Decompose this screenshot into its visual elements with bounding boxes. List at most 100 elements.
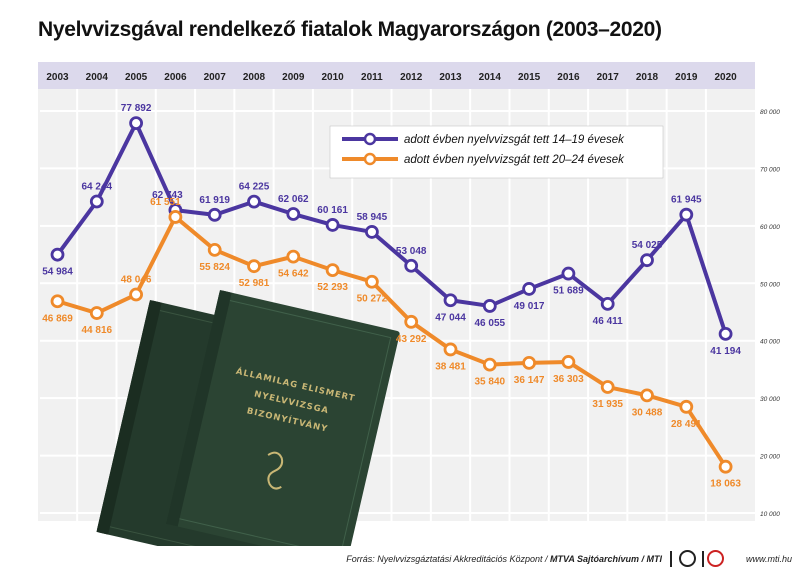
legend-entry: adott évben nyelvvizsgát tett 20–24 éves… (404, 154, 625, 166)
data-label: 46 869 (42, 313, 73, 324)
x-tick-label: 2008 (243, 72, 266, 83)
data-point (168, 210, 183, 224)
y-tick-label: 50 000 (760, 281, 780, 288)
x-axis-year-labels: 2003 2004 2005 2006 2007 2008 2009 2010 2011 2012… (46, 72, 737, 83)
x-tick-label: 2013 (439, 72, 462, 83)
data-point (364, 225, 379, 239)
x-tick-label: 2004 (86, 72, 109, 83)
mtva-logo-icon (679, 550, 696, 567)
data-label: 77 892 (121, 103, 152, 114)
data-label: 48 046 (121, 275, 152, 286)
data-point (325, 263, 340, 278)
data-label: 64 225 (239, 182, 270, 193)
data-label: 36 303 (553, 374, 584, 385)
data-label: 58 945 (357, 212, 388, 223)
book-front: ÁLLAMILAG ELISMERT NYELVVIZSGA BIZONYÍTV… (166, 290, 400, 546)
data-label: 38 481 (435, 361, 466, 372)
data-label: 61 919 (199, 195, 230, 206)
x-tick-label: 2010 (321, 72, 344, 83)
data-label: 55 824 (199, 262, 230, 273)
data-point (600, 380, 615, 394)
data-label: 61 945 (671, 195, 702, 206)
x-tick-label: 2005 (125, 72, 148, 83)
x-tick-label: 2006 (164, 72, 187, 83)
data-point (286, 207, 301, 221)
data-point (207, 207, 222, 222)
x-tick-label: 2007 (204, 72, 227, 83)
data-label: 64 244 (82, 181, 113, 192)
data-point (207, 242, 222, 257)
data-point (522, 282, 536, 296)
data-point (129, 287, 144, 302)
data-point (640, 253, 654, 268)
y-tick-label: 70 000 (760, 166, 780, 173)
separator (702, 551, 704, 567)
series-line (55, 121, 728, 335)
data-label: 54 642 (278, 269, 309, 280)
data-label: 51 689 (553, 286, 584, 297)
data-label: 61 551 (150, 197, 181, 208)
x-tick-label: 2009 (282, 72, 305, 83)
data-point (443, 342, 458, 357)
data-label: 49 017 (514, 301, 545, 312)
x-tick-label: 2015 (518, 72, 541, 83)
data-point (561, 266, 576, 281)
data-point (364, 274, 379, 289)
data-point (718, 459, 733, 474)
data-point (89, 194, 104, 209)
data-point (561, 355, 576, 369)
y-tick-label: 30 000 (760, 396, 780, 403)
data-point (129, 116, 144, 131)
data-point (600, 296, 615, 311)
x-tick-label: 2019 (675, 72, 698, 83)
data-label: 54 025 (632, 240, 663, 251)
series-1: 54 984 64 244 77 892 62 743 61 919 64 225 62 0… (42, 103, 741, 357)
x-tick-label: 2014 (479, 72, 502, 83)
chart-title: Nyelvvizsgával rendelkező fiatalok Magya… (38, 18, 662, 41)
x-tick-label: 2016 (557, 72, 580, 83)
source-credit: Forrás: Nyelvvizsgáztatási Akkreditációs… (346, 554, 662, 564)
legend-swatch-marker (363, 132, 377, 146)
x-tick-label: 2011 (361, 72, 383, 83)
legend-entry: adott évben nyelvvizsgát tett 14–19 éves… (404, 134, 625, 146)
data-label: 60 161 (317, 205, 348, 216)
data-label: 31 935 (592, 399, 623, 410)
x-tick-label: 2020 (714, 72, 737, 83)
data-label: 28 491 (671, 419, 702, 430)
data-point (325, 218, 340, 232)
footer: Forrás: Nyelvvizsgáztatási Akkreditációs… (0, 546, 800, 572)
data-label: 52 293 (317, 282, 348, 293)
data-label: 44 816 (82, 325, 113, 336)
certificate-books-illustration: ÁLLAMILAG ELISMERT NYELVVIZSGA BIZONYÍTV… (96, 290, 400, 546)
x-tick-label: 2017 (597, 72, 620, 83)
data-label: 43 292 (396, 334, 427, 345)
data-point (404, 314, 419, 329)
mti-logo-icon (707, 550, 724, 567)
data-point (679, 207, 694, 222)
legend-swatch-marker (363, 152, 377, 166)
data-label: 54 984 (42, 267, 73, 278)
data-point (50, 247, 65, 262)
legend-box (329, 125, 664, 179)
data-label: 53 048 (396, 246, 427, 257)
data-label: 52 981 (239, 278, 270, 289)
year-header-bar (38, 62, 755, 89)
data-point (718, 326, 733, 341)
y-tick-label: 20 000 (759, 454, 780, 461)
data-label: 41 194 (710, 346, 741, 357)
series-2: 46 869 44 816 48 046 61 551 55 824 52 981 54 6… (42, 197, 741, 490)
data-point (482, 299, 497, 313)
data-label: 18 063 (710, 479, 741, 490)
x-tick-label: 2012 (400, 72, 423, 83)
data-point (247, 259, 261, 274)
line-chart: 10 000 20 000 30 000 40 000 50 000 60 000 70 0… (40, 72, 780, 546)
data-point (522, 355, 536, 370)
data-point (443, 293, 458, 308)
website-link[interactable]: www.mti.hu (745, 554, 792, 564)
y-axis-tick-labels: 10 000 20 000 30 000 40 000 50 000 60 000 70 0… (759, 109, 780, 518)
separator (670, 551, 672, 567)
data-label: 50 272 (357, 294, 388, 305)
data-label: 62 743 (152, 190, 183, 201)
x-tick-label: 2018 (636, 72, 659, 83)
y-tick-label: 60 000 (760, 224, 780, 231)
